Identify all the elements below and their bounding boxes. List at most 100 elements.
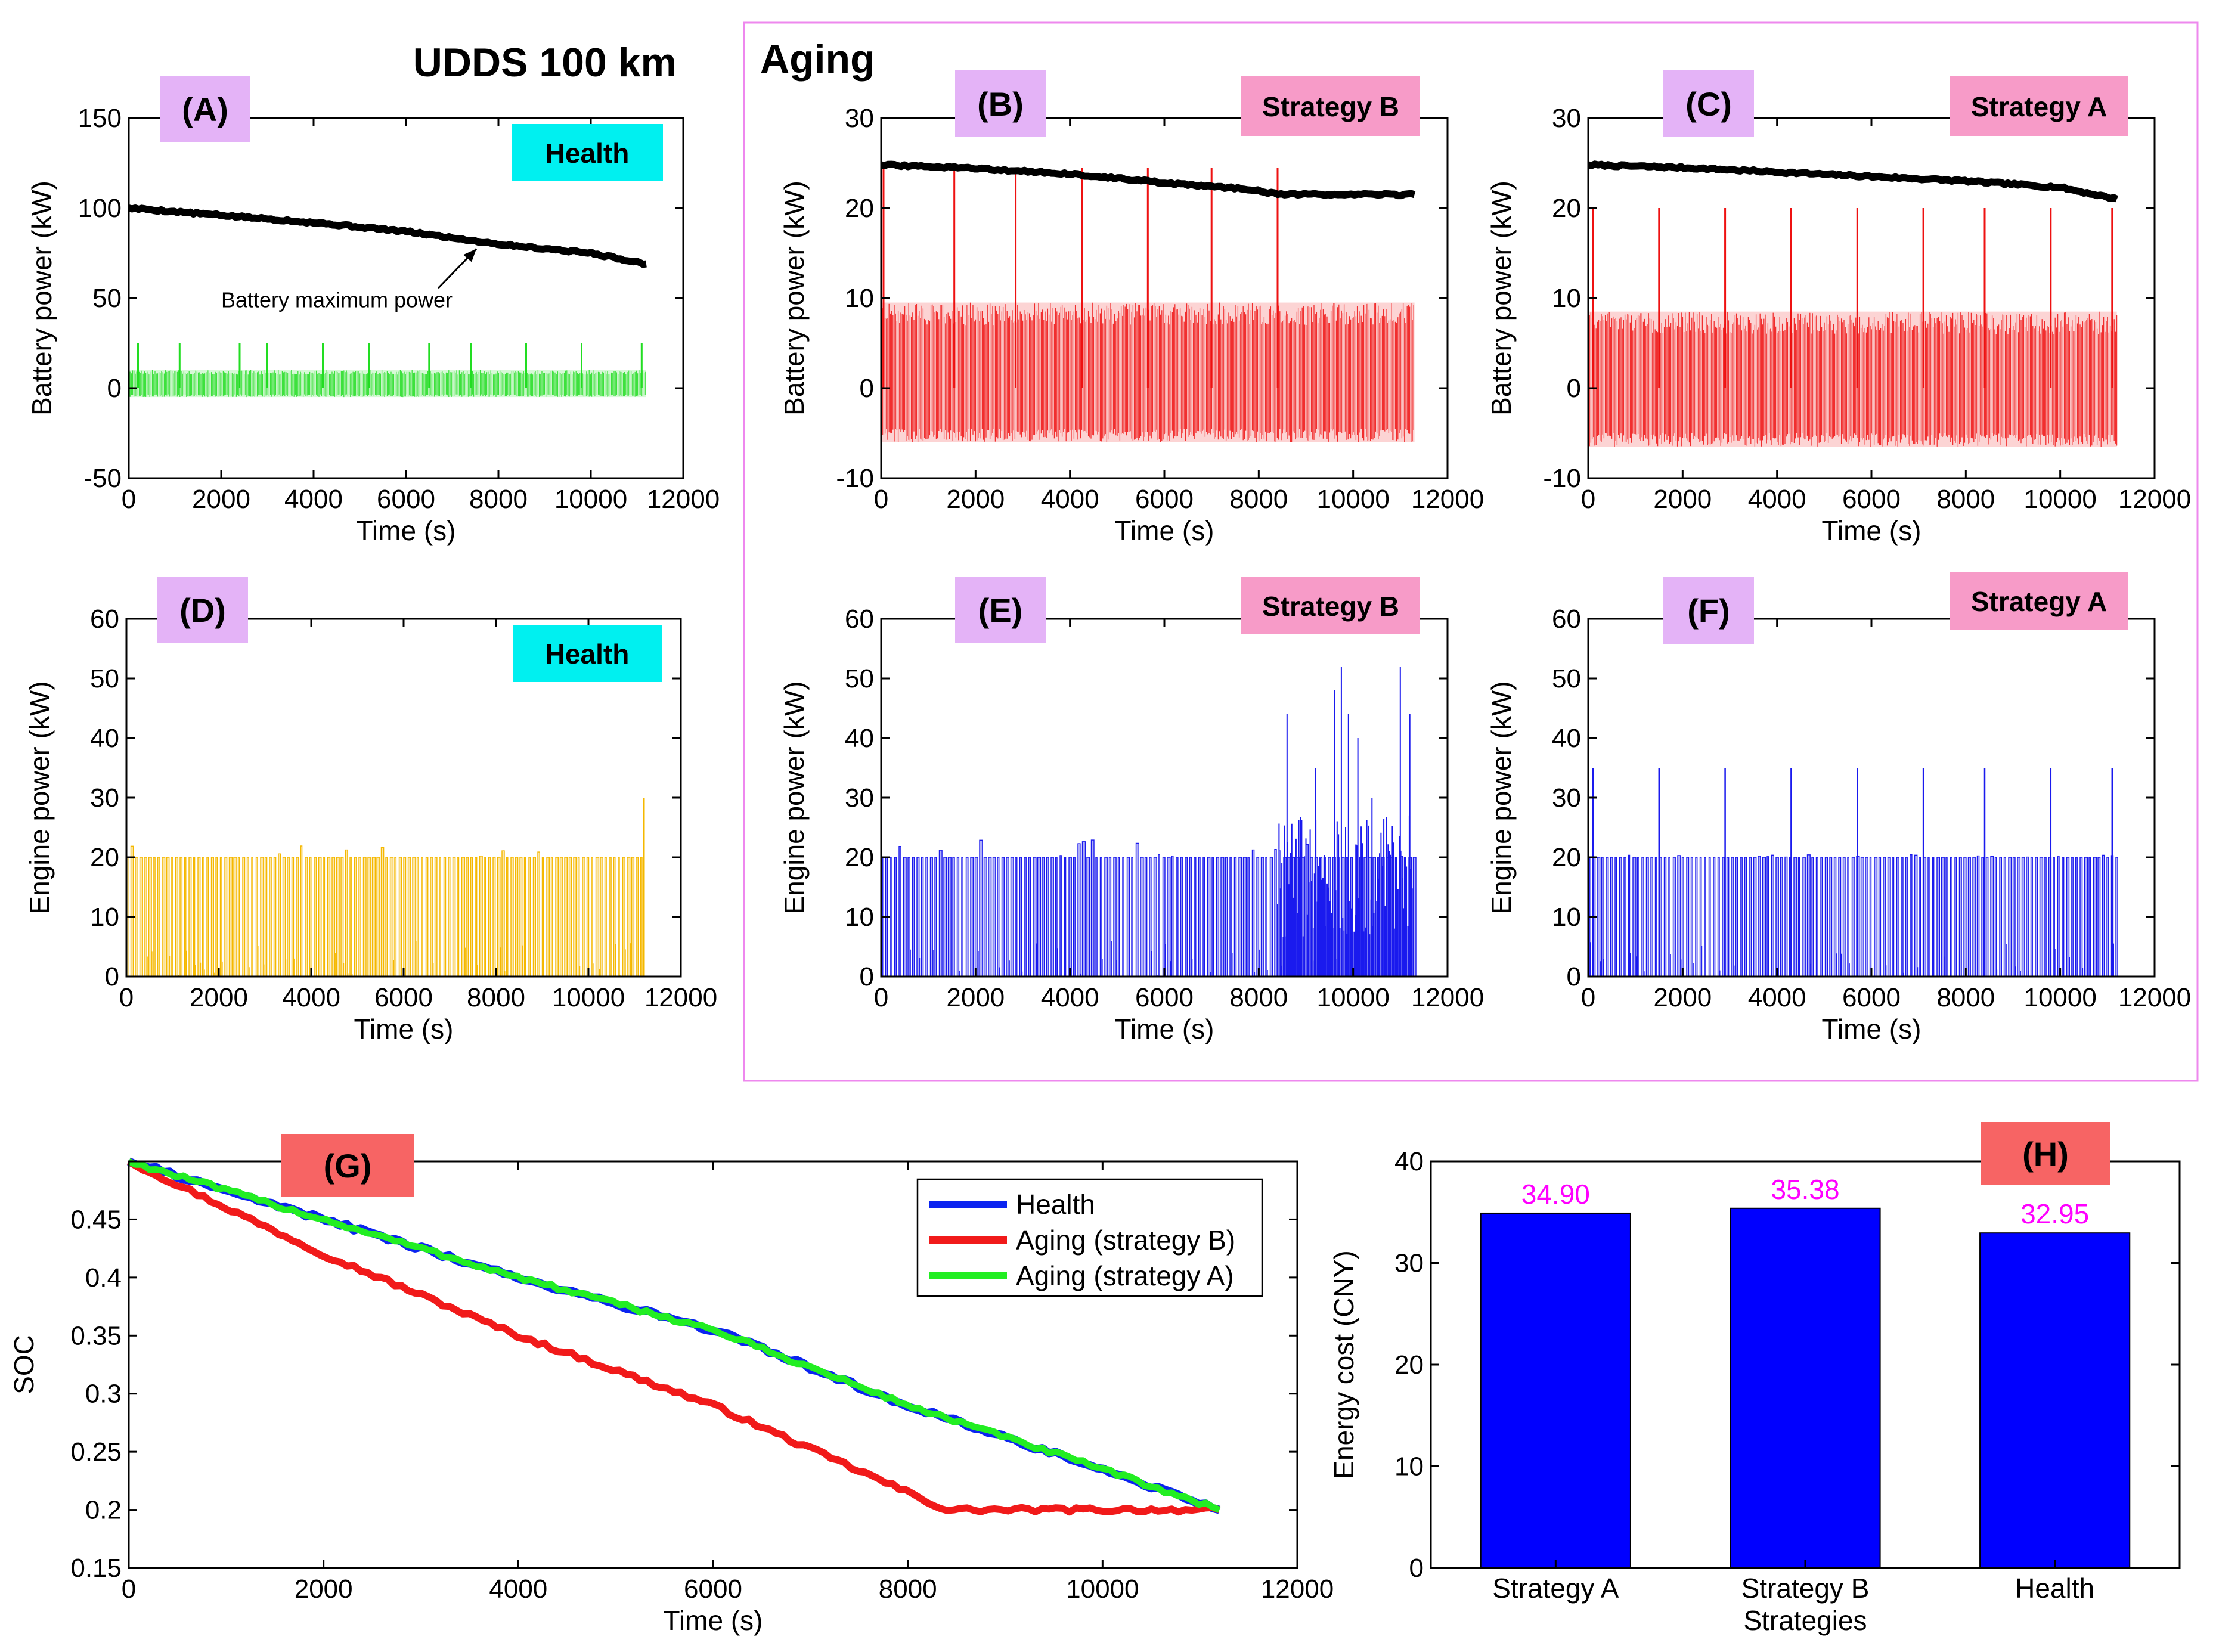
x-axis-label: Time (s) [1822, 1013, 1921, 1044]
y-tick-label: 20 [1552, 843, 1581, 872]
y-tick-label: 10 [90, 903, 119, 932]
x-tick-label: 6000 [1842, 983, 1901, 1012]
y-axis-label: Battery power (kW) [26, 181, 57, 416]
y-tick-label: 10 [845, 903, 874, 932]
y-tick-label: 0 [1567, 962, 1581, 991]
y-axis-label: Engine power (kW) [1486, 681, 1517, 914]
x-tick-label: 4000 [282, 983, 340, 1012]
x-axis-label: Time (s) [1822, 515, 1921, 546]
x-tick-label: 2000 [1653, 983, 1712, 1012]
engine-power-spikes [1592, 768, 2113, 977]
soc-line-aging-strategy-b- [126, 1158, 1221, 1516]
x-tick-label: 2000 [190, 983, 248, 1012]
x-tick-label: 10000 [2023, 983, 2096, 1012]
panel-label-text: (H) [2022, 1135, 2069, 1173]
x-tick-label: 10000 [2023, 485, 2096, 514]
condition-tag-box [1241, 577, 1420, 634]
y-axis-label: Battery power (kW) [779, 181, 810, 416]
y-tick-label: 40 [1552, 724, 1581, 753]
y-tick-label: 10 [845, 284, 874, 313]
y-tick-label: 50 [90, 664, 119, 693]
x-tick-label: 2000 [946, 983, 1005, 1012]
condition-tag-text: Health [546, 639, 630, 670]
y-tick-label: 0.4 [85, 1263, 122, 1293]
x-tick-label: 4000 [489, 1574, 547, 1604]
y-tick-label: 20 [845, 194, 874, 223]
battery-max-power-line [128, 204, 647, 268]
x-tick-label: 2000 [192, 485, 250, 514]
condition-tag-text: Strategy B [1262, 591, 1399, 622]
engine-power-trace [126, 845, 643, 977]
x-tick-label: 8000 [1229, 983, 1288, 1012]
x-tick-label: 10000 [552, 983, 625, 1012]
x-tick-label: 6000 [1135, 485, 1194, 514]
bar-strategy-b [1730, 1207, 1881, 1569]
x-tick-label: 4000 [1748, 485, 1806, 514]
aging-group-label: Aging [760, 36, 875, 82]
x-tick-label: 4000 [284, 485, 343, 514]
x-tick-label: 4000 [1041, 983, 1099, 1012]
x-axis-label: Time (s) [1115, 515, 1214, 546]
engine-power-signal [881, 667, 1417, 977]
y-axis-label: Engine power (kW) [24, 681, 55, 914]
annotation-arrowhead [463, 249, 476, 262]
x-tick-label: 4000 [1041, 485, 1099, 514]
condition-tag-box [512, 124, 663, 181]
y-tick-label: 50 [92, 284, 122, 313]
x-tick-label: 0 [119, 983, 134, 1012]
panel-label-b: (B) [955, 70, 1046, 137]
x-axis-label: Time (s) [357, 515, 456, 546]
panel-label-box [955, 70, 1046, 137]
y-tick-label: 0.45 [70, 1205, 122, 1234]
panel-label-text: (E) [978, 591, 1023, 629]
y-tick-label: 30 [845, 783, 874, 813]
bar-health [1979, 1232, 2131, 1569]
bar-value-label: 34.90 [1521, 1179, 1590, 1210]
y-axis-label: SOC [8, 1335, 39, 1394]
panel-e: 0 10 20 30 40 50 60 0 2000 4000 6000 8000 10000 12000… [779, 577, 1484, 1044]
x-tick-label: Strategy B [1741, 1573, 1870, 1604]
y-tick-label: 0 [1409, 1554, 1424, 1583]
panel-d: 0 10 20 30 40 50 60 0 2000 4000 6000 8000 10000 12000… [24, 577, 717, 1044]
y-tick-label: 60 [1552, 605, 1581, 634]
engine-power-signal [1588, 768, 2118, 977]
x-axis-label: Strategies [1743, 1605, 1867, 1636]
y-axis-label: Battery power (kW) [1486, 181, 1517, 416]
y-tick-label: 20 [845, 843, 874, 872]
y-tick-label: 30 [1394, 1249, 1424, 1278]
battery-power-signal [1588, 208, 2118, 447]
x-tick-label: 0 [1581, 983, 1595, 1012]
x-tick-label: 0 [1581, 485, 1595, 514]
x-tick-label: 0 [874, 983, 888, 1012]
x-tick-label: 0 [874, 485, 888, 514]
x-tick-label: Strategy A [1492, 1573, 1619, 1604]
panel-label-h: (H) [1981, 1122, 2110, 1185]
condition-tag: Strategy B [1241, 577, 1420, 634]
x-tick-label: 8000 [1229, 485, 1288, 514]
x-tick-label: 8000 [467, 983, 525, 1012]
panel-label-c: (C) [1663, 70, 1754, 137]
y-tick-label: 40 [845, 724, 874, 753]
y-tick-label: 20 [1552, 194, 1581, 223]
panel-label-box [1663, 70, 1754, 137]
y-tick-label: 50 [1552, 664, 1581, 693]
annotation-text: Battery maximum power [221, 287, 453, 312]
y-tick-label: 60 [90, 605, 119, 634]
y-axis-label: Engine power (kW) [779, 681, 810, 914]
panel-label-text: (C) [1685, 85, 1732, 123]
x-tick-label: 6000 [1842, 485, 1901, 514]
y-tick-label: 0.25 [70, 1437, 122, 1467]
legend-entry: Aging (strategy A) [1016, 1260, 1234, 1291]
bar-strategy-a [1480, 1212, 1631, 1569]
y-tick-label: 20 [90, 843, 119, 872]
y-tick-label: 30 [1552, 783, 1581, 813]
x-tick-label: 6000 [374, 983, 433, 1012]
engine-power-high-spikes [1277, 667, 1414, 977]
panel-label-d: (D) [157, 577, 248, 643]
legend-entry: Aging (strategy B) [1016, 1225, 1235, 1256]
condition-tag: Strategy A [1950, 572, 2128, 630]
panel-label-box [955, 577, 1046, 643]
x-tick-label: 12000 [2118, 983, 2191, 1012]
y-tick-label: -50 [83, 464, 122, 493]
